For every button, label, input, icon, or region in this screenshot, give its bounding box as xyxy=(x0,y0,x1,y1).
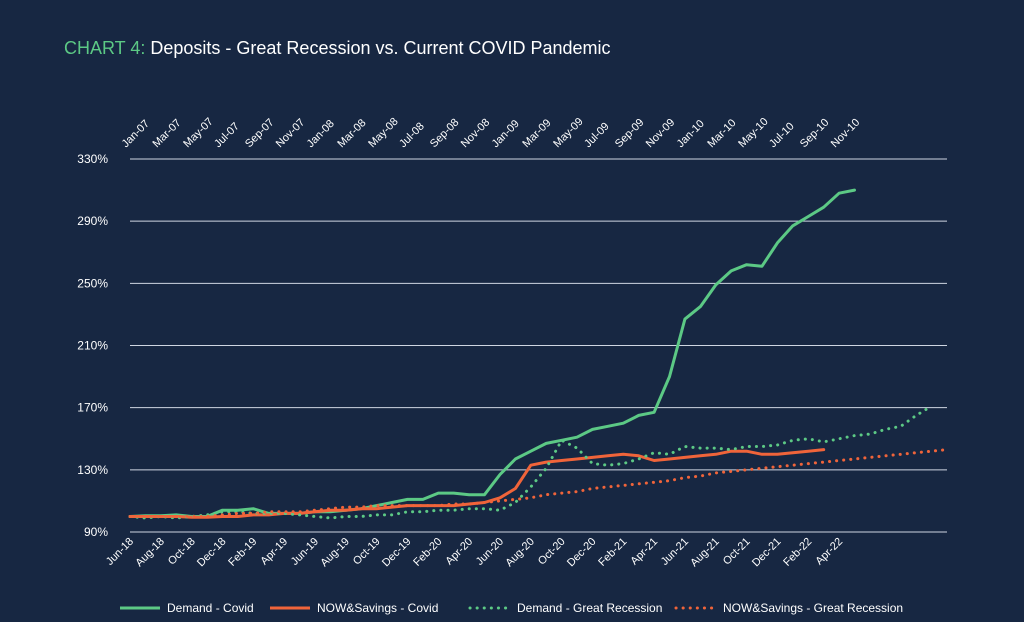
y-tick-label: 170% xyxy=(77,401,108,415)
y-tick-label: 130% xyxy=(77,463,108,477)
y-tick-label: 290% xyxy=(77,214,108,228)
y-tick-label: 210% xyxy=(77,339,108,353)
x-tick-label-top: Mar-10 xyxy=(705,117,738,150)
x-tick-label-top: Jan-07 xyxy=(120,118,152,150)
y-tick-label: 250% xyxy=(77,276,108,290)
legend: Demand - Covid NOW&Savings - Covid Demand … xyxy=(120,601,903,615)
x-tick-label-bottom: Feb-22 xyxy=(781,536,814,569)
x-tick-label-top: Sep-08 xyxy=(428,117,462,151)
series-line-1 xyxy=(128,448,826,519)
x-tick-label-top: Sep-07 xyxy=(243,117,277,151)
x-tick-label-bottom: Apr-19 xyxy=(258,536,290,568)
x-tick-label-bottom: Oct-19 xyxy=(351,536,383,568)
x-tick-label-bottom: Jun-20 xyxy=(474,536,506,568)
x-tick-label-top: Sep-10 xyxy=(798,117,832,151)
x-tick-label-top: May-09 xyxy=(551,116,585,150)
x-tick-label-bottom: Aug-20 xyxy=(503,536,537,570)
x-tick-label-bottom: Feb-19 xyxy=(226,536,259,569)
x-tick-label-top: Mar-09 xyxy=(520,117,553,150)
chart-title-text: Deposits - Great Recession vs. Current C… xyxy=(150,38,611,58)
x-tick-label-bottom: Jun-21 xyxy=(659,536,691,568)
x-tick-label-top: Jul-07 xyxy=(212,120,242,150)
x-tick-label-bottom: Apr-20 xyxy=(443,536,475,568)
x-tick-label-bottom: Aug-18 xyxy=(133,536,167,570)
x-tick-label-bottom: Aug-19 xyxy=(318,536,352,570)
x-tick-label-top: Jul-08 xyxy=(397,120,427,150)
x-tick-label-top: May-07 xyxy=(181,116,215,150)
x-tick-label-top: Jan-09 xyxy=(490,118,522,150)
series-line-2 xyxy=(128,404,934,520)
x-tick-label-top: Jan-10 xyxy=(675,118,707,150)
chart-title: CHART 4: Deposits - Great Recession vs. … xyxy=(64,38,611,59)
series-line-0 xyxy=(128,188,856,518)
y-tick-label: 90% xyxy=(84,525,108,539)
x-tick-label-bottom: Dec-21 xyxy=(750,536,784,570)
x-tick-label-bottom: Aug-21 xyxy=(688,536,722,570)
x-tick-label-bottom: Oct-18 xyxy=(166,536,198,568)
chart-title-prefix: CHART 4: xyxy=(64,38,146,58)
series-layer xyxy=(128,188,949,520)
x-tick-label-top: Mar-08 xyxy=(335,117,368,150)
x-tick-label-top: Mar-07 xyxy=(150,117,183,150)
x-tick-label-bottom: Feb-20 xyxy=(411,536,444,569)
x-tick-label-bottom: Dec-20 xyxy=(565,536,599,570)
x-tick-label-top: Jul-09 xyxy=(582,120,612,150)
x-tick-label-bottom: Oct-20 xyxy=(536,536,568,568)
x-tick-label-bottom: Apr-21 xyxy=(628,536,660,568)
x-axis-bottom: Jun-18Aug-18Oct-18Dec-18Feb-19Apr-19Jun-… xyxy=(104,536,845,570)
x-tick-label-bottom: Oct-21 xyxy=(721,536,753,568)
x-tick-label-top: Nov-09 xyxy=(644,117,678,151)
legend-label-0: Demand - Covid xyxy=(167,601,254,615)
x-tick-label-top: Nov-07 xyxy=(274,117,308,151)
x-tick-label-top: Jul-10 xyxy=(767,120,797,150)
x-tick-label-top: May-10 xyxy=(736,116,770,150)
x-tick-label-top: May-08 xyxy=(366,116,400,150)
y-tick-label: 330% xyxy=(77,152,108,166)
x-tick-label-bottom: Dec-18 xyxy=(195,536,229,570)
x-tick-label-bottom: Apr-22 xyxy=(813,536,845,568)
x-tick-label-top: Sep-09 xyxy=(613,117,647,151)
legend-label-3: NOW&Savings - Great Recession xyxy=(723,601,903,615)
legend-label-2: Demand - Great Recession xyxy=(517,601,662,615)
x-tick-label-bottom: Jun-19 xyxy=(289,536,321,568)
series-line-3 xyxy=(128,448,949,518)
x-tick-label-bottom: Dec-19 xyxy=(380,536,414,570)
x-tick-label-bottom: Feb-21 xyxy=(596,536,629,569)
grid-layer xyxy=(130,158,947,533)
y-axis: 90% 130% 170% 210% 250% 290% 330% xyxy=(77,152,108,539)
x-tick-label-top: Jan-08 xyxy=(305,118,337,150)
x-tick-label-top: Nov-10 xyxy=(829,117,863,151)
x-tick-label-top: Nov-08 xyxy=(459,117,493,151)
legend-label-1: NOW&Savings - Covid xyxy=(317,601,438,615)
x-tick-label-bottom: Jun-18 xyxy=(104,536,136,568)
